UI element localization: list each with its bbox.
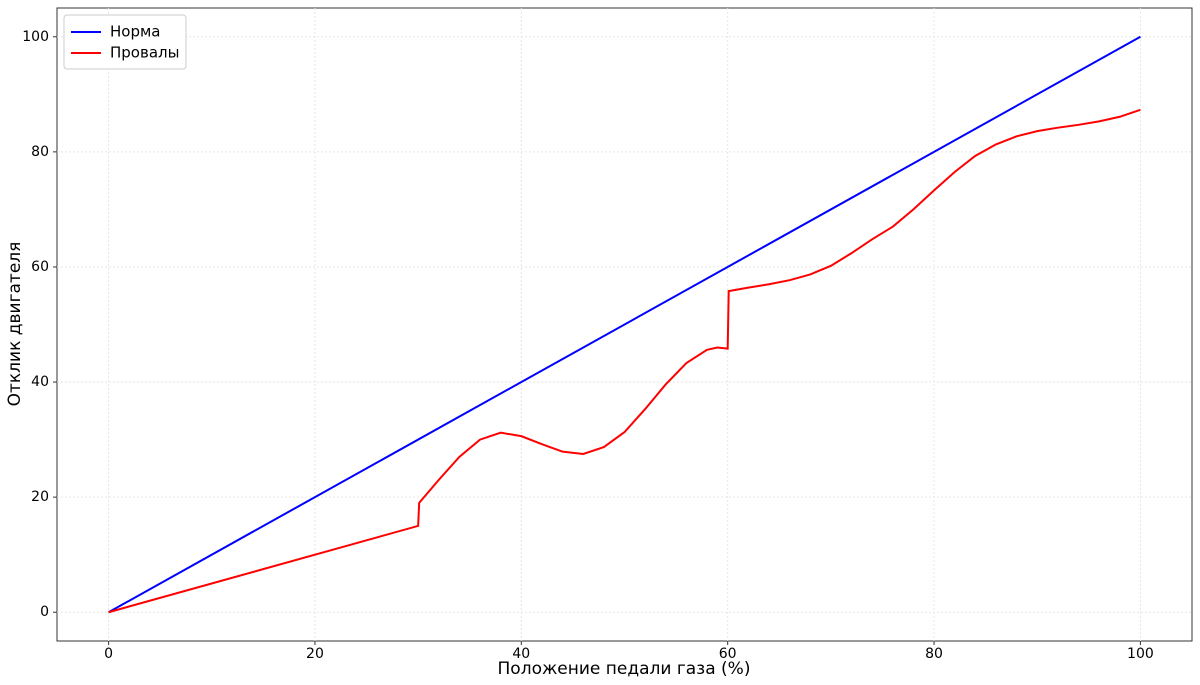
y-tick-label: 100	[22, 29, 49, 45]
y-tick-label: 80	[31, 144, 49, 160]
x-tick-label: 20	[306, 646, 324, 662]
legend-box	[63, 14, 187, 70]
y-tick-label: 40	[31, 374, 49, 390]
x-tick-label: 40	[512, 646, 530, 662]
y-tick-label: 20	[31, 489, 49, 505]
y-tick-label: 60	[31, 259, 49, 275]
x-tick-label: 60	[719, 646, 737, 662]
legend: Норма Провалы	[63, 14, 187, 70]
line-series	[108, 35, 1141, 614]
x-tick-label: 100	[1127, 646, 1154, 662]
legend-label: Норма	[110, 23, 161, 41]
legend-label: Провалы	[110, 44, 179, 62]
x-axis-label: Положение педали газа (%)	[498, 659, 751, 679]
x-tick-label: 0	[104, 646, 113, 662]
plot-frame	[56, 7, 1193, 642]
y-axis-label: Отклик двигателя	[5, 242, 25, 407]
line-series	[108, 108, 1141, 614]
y-tick-label: 0	[40, 604, 49, 620]
x-tick-label: 80	[925, 646, 943, 662]
